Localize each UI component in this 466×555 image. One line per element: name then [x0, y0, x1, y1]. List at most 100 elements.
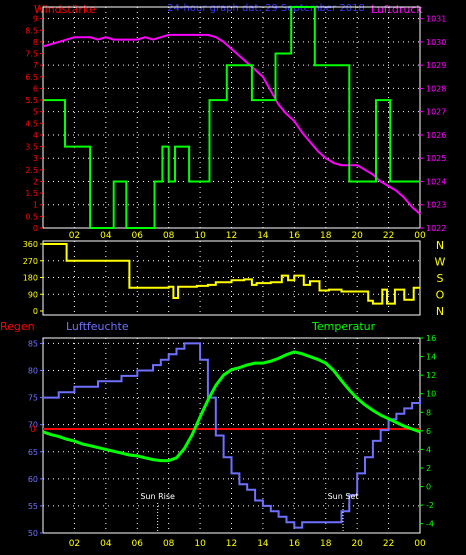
- x-tick-label: 00: [414, 539, 426, 549]
- tick-label: 360: [23, 240, 38, 249]
- wind-pressure-frame: [42, 6, 421, 229]
- compass-label: N: [436, 239, 444, 252]
- tick-label: 1: [33, 201, 38, 210]
- tick-label: 9: [33, 15, 38, 24]
- wind-direction-line: [43, 243, 420, 305]
- tick-label: 1022: [426, 224, 446, 233]
- tick-label: 80: [28, 367, 38, 376]
- tick-label: 3: [33, 154, 38, 163]
- compass-label: S: [437, 272, 444, 285]
- pressure-axis-ticks: 1022 1023 1024 1025 1026 1027 1028 1029 1030 1031: [420, 15, 446, 233]
- tick-label: 270: [23, 257, 38, 266]
- x-tick-label: 04: [100, 231, 112, 241]
- windstaerke-title: Windstärke: [34, 3, 96, 16]
- tick-label: 3.5: [25, 143, 38, 152]
- x-tick-label: 20: [351, 231, 363, 241]
- x-tick-label: 02: [69, 231, 80, 241]
- tick-label: 4: [426, 445, 431, 454]
- temperature-line: [42, 350, 421, 463]
- tick-label: 70: [28, 421, 38, 430]
- graph-date-title: 24-hour graph dat: 29 September 2018: [167, 3, 365, 14]
- x-tick-label: 12: [226, 231, 237, 241]
- tick-label: 1025: [426, 154, 446, 163]
- tick-label: 0: [426, 483, 431, 492]
- tick-label: 1028: [426, 84, 446, 93]
- x-tick-label: 12: [226, 539, 237, 549]
- compass-label: N: [436, 305, 444, 318]
- humidity-line: [43, 342, 421, 529]
- x-tick-label: 06: [132, 231, 144, 241]
- x-tick-label: 16: [289, 539, 301, 549]
- tick-label: 60: [28, 475, 38, 484]
- tick-label: 2: [33, 177, 38, 186]
- compass-label: W: [435, 256, 446, 269]
- x-tick-label: 20: [351, 539, 363, 549]
- tick-label: -4: [426, 520, 434, 529]
- luftdruck-title: Luftdruck: [371, 3, 423, 16]
- tick-label: 8: [426, 408, 431, 417]
- x-tick-label: 06: [132, 539, 144, 549]
- tick-label: 16: [426, 334, 436, 343]
- tick-label: 6.5: [25, 73, 38, 82]
- regen-title: Regen: [0, 320, 35, 333]
- x-tick-label: 10: [194, 231, 206, 241]
- tick-label: 65: [28, 448, 38, 457]
- tick-label: -2: [426, 501, 434, 510]
- tick-label: 1027: [426, 108, 446, 117]
- tick-label: 50: [28, 529, 38, 538]
- tick-label: 75: [28, 394, 38, 403]
- temperature-axis-ticks: -4 -2 0 2 4 6 8 10 12 14 16: [420, 334, 436, 529]
- rain-zero-label: 0: [30, 425, 36, 435]
- x-tick-label: 14: [257, 231, 269, 241]
- tick-label: 180: [23, 274, 38, 283]
- tick-label: 5.5: [25, 96, 38, 105]
- x-tick-label: 04: [100, 539, 112, 549]
- tick-label: 55: [28, 502, 38, 511]
- compass-label: O: [436, 289, 445, 302]
- tick-label: 8.5: [25, 26, 38, 35]
- x-tick-label: 02: [69, 539, 80, 549]
- wind-pressure-x-ticks: 02 04 06 08 10 12 14 16 18 20 22 00: [69, 231, 426, 241]
- x-tick-label: 08: [163, 231, 175, 241]
- tick-label: 4: [33, 131, 38, 140]
- pressure-line: [42, 33, 421, 215]
- sun-marker-label: Sun Rise: [140, 492, 175, 501]
- humidity-axis-ticks: 50 55 60 65 70 75 80 85 0: [28, 339, 43, 538]
- tick-label: 6: [426, 427, 431, 436]
- tick-label: 4.5: [25, 119, 38, 128]
- x-tick-label: 14: [257, 539, 269, 549]
- tick-label: 12: [426, 371, 436, 380]
- tick-label: 0: [33, 307, 38, 316]
- tick-label: 1029: [426, 61, 446, 70]
- tick-label: 14: [426, 353, 436, 362]
- wind-axis-ticks: 0 0.5 1 1.5 2 2.5 3 3.5 4 4.5 5 5.5 6 6.5 7 7.5 8 8.5 9: [25, 15, 43, 233]
- x-tick-label: 16: [289, 231, 301, 241]
- wind-speed-line: [43, 6, 420, 229]
- tick-label: 1023: [426, 201, 446, 210]
- x-tick-label: 22: [383, 231, 394, 241]
- tick-label: 6: [33, 84, 38, 93]
- direction-axis-ticks: 0 90 180 270 360: [23, 240, 43, 316]
- tick-label: 10: [426, 390, 436, 399]
- tick-label: 2: [426, 464, 431, 473]
- tick-label: 0.5: [25, 212, 38, 221]
- tick-label: 0: [33, 224, 38, 233]
- tick-label: 2.5: [25, 166, 38, 175]
- tick-label: 1026: [426, 131, 446, 140]
- tick-label: 90: [28, 290, 38, 299]
- x-tick-label: 08: [163, 539, 175, 549]
- tick-label: 7.5: [25, 50, 38, 59]
- tick-label: 85: [28, 339, 38, 348]
- x-tick-label: 22: [383, 539, 394, 549]
- tick-label: 1030: [426, 38, 446, 47]
- wind-pressure-grid: [43, 7, 420, 228]
- climate-x-ticks: 02 04 06 08 10 12 14 16 18 20 22 00: [69, 539, 426, 549]
- tick-label: 8: [33, 38, 38, 47]
- climate-frame: [42, 337, 421, 534]
- sun-annotations: Sun Rise Sun Set: [140, 492, 358, 531]
- luftfeuchte-title: Luftfeuchte: [66, 320, 129, 333]
- tick-label: 1031: [426, 15, 446, 24]
- x-tick-label: 18: [320, 539, 332, 549]
